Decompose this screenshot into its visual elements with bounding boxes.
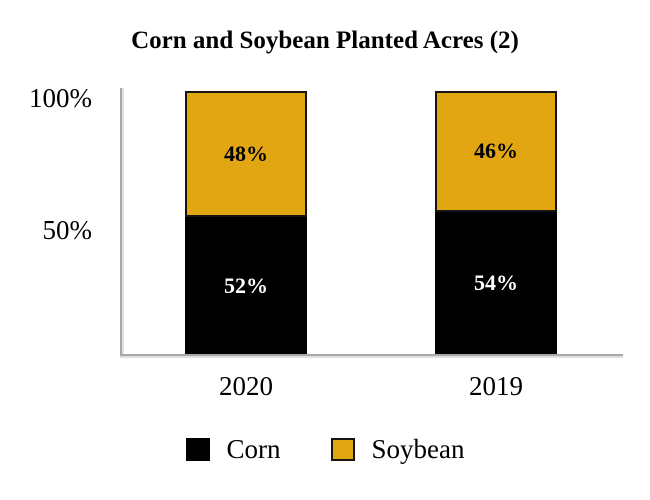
bar-value-label: 54% [474,269,518,295]
legend-item-corn: Corn [185,434,281,465]
x-tick-label-2019: 2019 [469,371,523,401]
bar-segment-corn-2020: 52% [185,217,307,354]
soybean-legend-label: Soybean [371,434,465,464]
corn-legend-swatch [185,438,210,461]
corn-legend-label: Corn [226,434,281,464]
y-tick-label-50: 50% [42,215,93,245]
bar-value-label: 52% [224,272,268,298]
y-tick-label-100: 100% [29,83,92,113]
bar-segment-soybean-2020: 48% [185,91,307,218]
bar-segment-corn-2019: 54% [435,211,557,354]
chart-title: Corn and Soybean Planted Acres (2) [131,27,519,54]
bar-value-label: 48% [224,141,268,167]
bar-value-label: 46% [474,138,518,164]
bar-column-2019: 46% 54% [435,91,557,354]
soybean-legend-swatch [330,438,355,461]
bar-column-2020: 48% 52% [185,91,307,354]
x-tick-label-2020: 2020 [219,371,273,401]
plot-area: 48% 52% 46% 54% [185,91,557,354]
bar-segment-soybean-2019: 46% [435,91,557,212]
legend-item-soybean: Soybean [330,434,465,465]
x-axis-line [120,354,623,356]
y-axis-line [120,88,122,356]
legend: Corn Soybean [0,434,650,465]
